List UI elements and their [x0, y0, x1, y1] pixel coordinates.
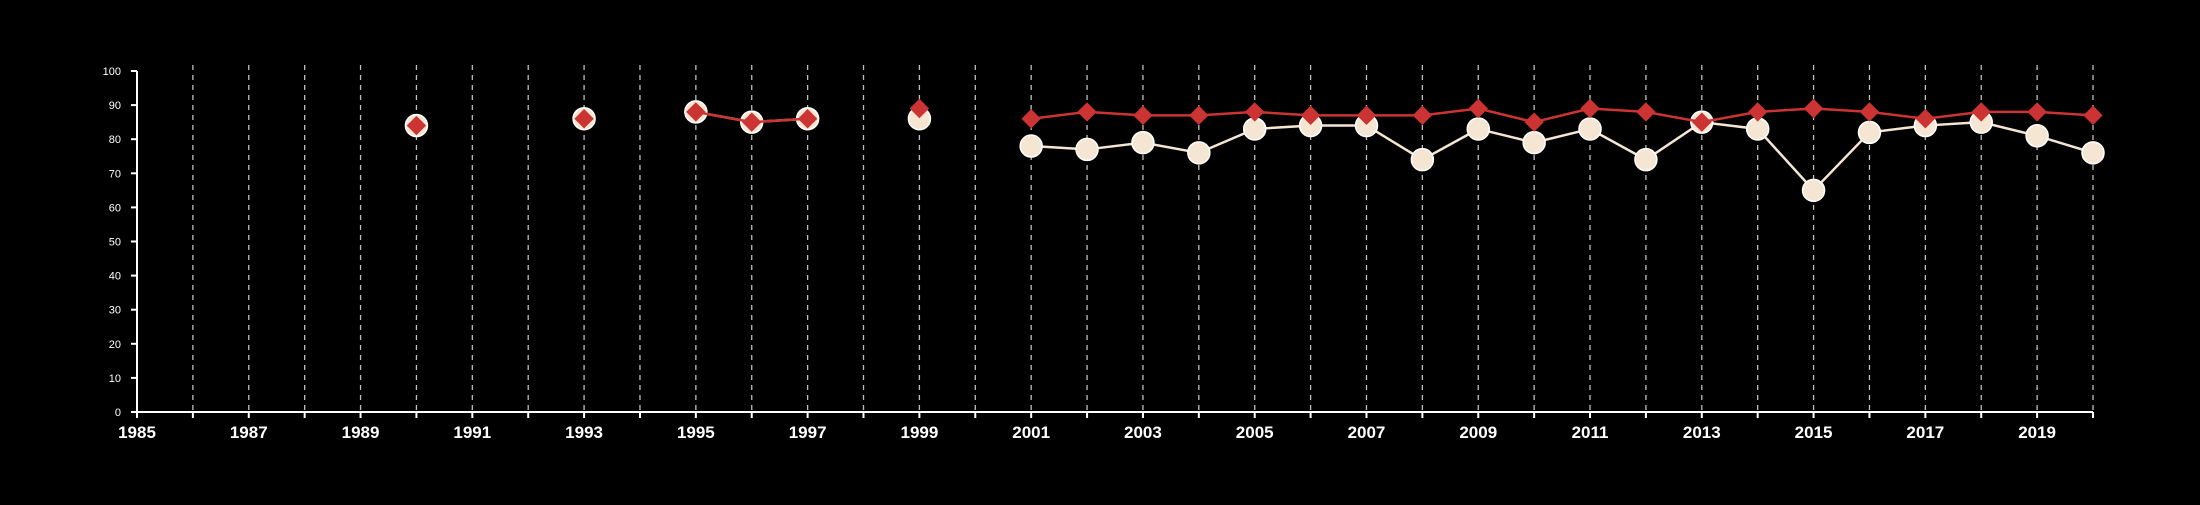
axes: 1985 1987 1989 1991 1993 1995 1997 1999 2001 2003… — [103, 66, 2094, 442]
x-tick-label: 2009 — [1459, 423, 1497, 442]
series-group — [404, 98, 2105, 203]
data-point-diamond — [1692, 112, 1712, 132]
data-point-circle — [1131, 130, 1155, 155]
y-tick-label: 10 — [109, 373, 121, 385]
data-point-diamond — [1412, 105, 1433, 126]
data-point-diamond — [1300, 105, 1321, 126]
data-point-circle — [1857, 120, 1882, 145]
x-tick-label: 1985 — [118, 423, 156, 442]
series-diamond — [406, 98, 2103, 136]
data-point-circle — [1187, 141, 1211, 165]
data-point-diamond — [574, 109, 594, 129]
data-point-diamond — [1859, 102, 1880, 122]
data-point-diamond — [797, 109, 818, 129]
data-point-circle — [2025, 124, 2049, 148]
data-point-diamond — [742, 112, 762, 132]
x-tick-label: 1987 — [230, 423, 268, 442]
x-tick-label: 1989 — [342, 423, 380, 442]
data-point-diamond — [1356, 105, 1377, 126]
data-point-circle — [1410, 147, 1435, 172]
data-point-circle — [1019, 134, 1043, 158]
data-point-circle — [1466, 117, 1491, 141]
data-point-diamond — [1524, 112, 1544, 132]
data-point-circle — [1801, 178, 1826, 203]
data-point-diamond — [406, 115, 427, 136]
data-point-circle — [1634, 147, 1658, 172]
data-point-diamond — [1803, 98, 1824, 119]
y-tick-label: 0 — [115, 407, 121, 419]
y-tick-label: 80 — [109, 134, 121, 146]
data-point-diamond — [1971, 102, 1991, 122]
x-tick-label: 1997 — [789, 423, 827, 442]
y-tick-label: 30 — [109, 305, 121, 317]
x-tick-label: 2015 — [1795, 423, 1833, 442]
data-point-diamond — [2083, 105, 2103, 126]
data-point-diamond — [1077, 102, 1097, 122]
y-tick-label: 90 — [109, 100, 121, 112]
y-tick-label: 50 — [109, 237, 121, 249]
y-tick-label: 70 — [109, 168, 121, 180]
data-point-diamond — [2027, 102, 2047, 122]
data-point-diamond — [909, 98, 930, 119]
data-point-diamond — [1021, 109, 1041, 129]
x-tick-label: 1991 — [453, 423, 491, 442]
data-point-diamond — [1133, 105, 1153, 126]
x-tick-label: 1995 — [677, 423, 715, 442]
x-tick-label: 1999 — [900, 423, 938, 442]
data-point-diamond — [1747, 102, 1768, 122]
y-tick-label: 40 — [109, 271, 121, 283]
y-tick-label: 20 — [109, 339, 121, 351]
data-point-diamond — [686, 102, 706, 122]
data-point-circle — [1522, 130, 1546, 155]
series-line — [1031, 107, 2094, 124]
x-tick-label: 2011 — [1572, 423, 1609, 442]
data-point-circle — [2081, 141, 2105, 165]
data-point-diamond — [1245, 102, 1265, 122]
x-tick-label: 2003 — [1124, 423, 1162, 442]
x-tick-label: 2019 — [2018, 423, 2056, 442]
data-point-diamond — [1468, 98, 1488, 119]
data-point-circle — [1578, 117, 1602, 141]
x-tick-label: 1993 — [565, 423, 603, 442]
x-tick-label: 2001 — [1012, 423, 1050, 442]
y-tick-label: 60 — [109, 202, 121, 214]
x-tick-label: 2005 — [1236, 423, 1274, 442]
y-tick-label: 100 — [103, 66, 121, 78]
data-point-diamond — [1189, 105, 1209, 126]
x-tick-label: 2007 — [1348, 423, 1386, 442]
data-point-circle — [1075, 137, 1099, 162]
grid-lines — [192, 65, 2094, 412]
data-point-diamond — [1580, 98, 1600, 119]
data-point-diamond — [1915, 109, 1936, 129]
x-tick-label: 2017 — [1906, 423, 1944, 442]
data-point-diamond — [1636, 102, 1656, 122]
x-tick-label: 2013 — [1683, 423, 1721, 442]
series-circle — [404, 100, 2105, 203]
